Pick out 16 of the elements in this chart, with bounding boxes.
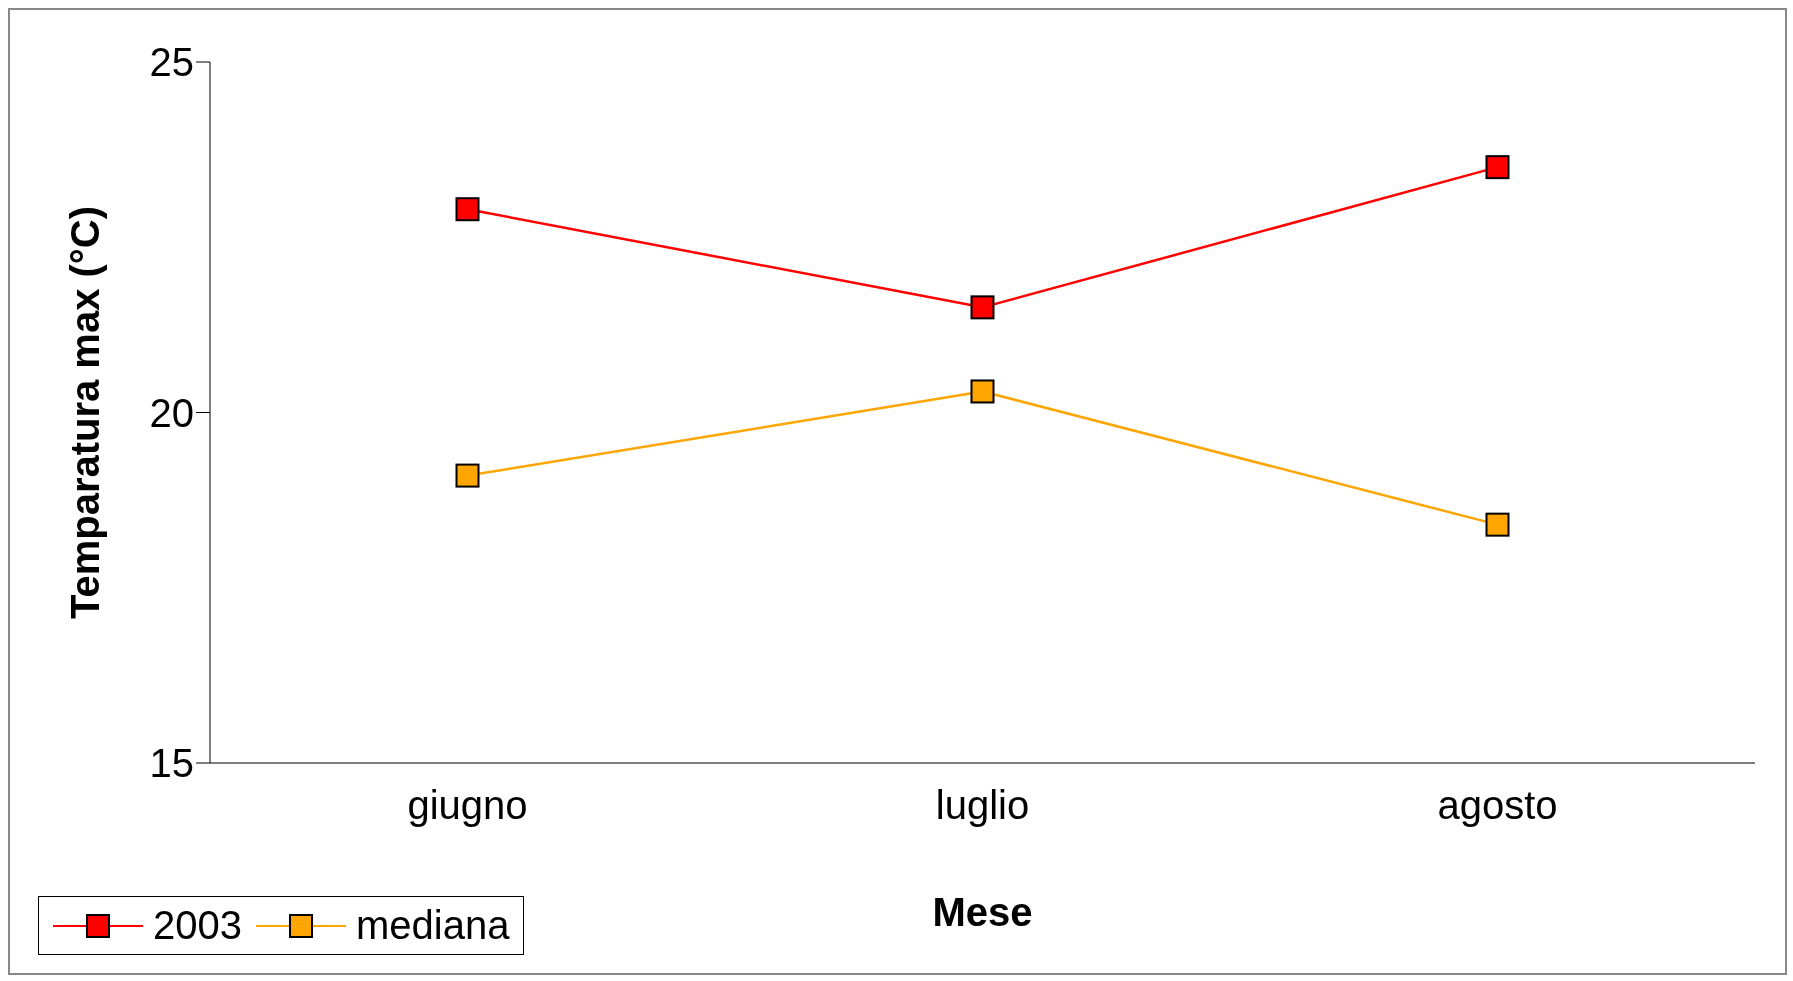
x-tick-label: giugno [407,783,528,828]
legend-label: mediana [355,903,510,948]
point [970,295,995,320]
y-axis-title: Temparatura max (°C) [63,205,108,620]
point [970,379,995,404]
point [455,463,480,488]
y-tick-label: 20 [149,390,194,435]
x-tick-label: agosto [1437,783,1558,828]
y-tick-label: 25 [149,40,194,85]
point [1485,155,1510,180]
point [455,197,480,222]
x-axis-title: Mese [932,890,1033,935]
x-tick-label: luglio [935,783,1030,828]
y-tick-label: 15 [149,741,194,786]
point [1485,512,1510,537]
legend-label: 2003 [153,903,242,948]
